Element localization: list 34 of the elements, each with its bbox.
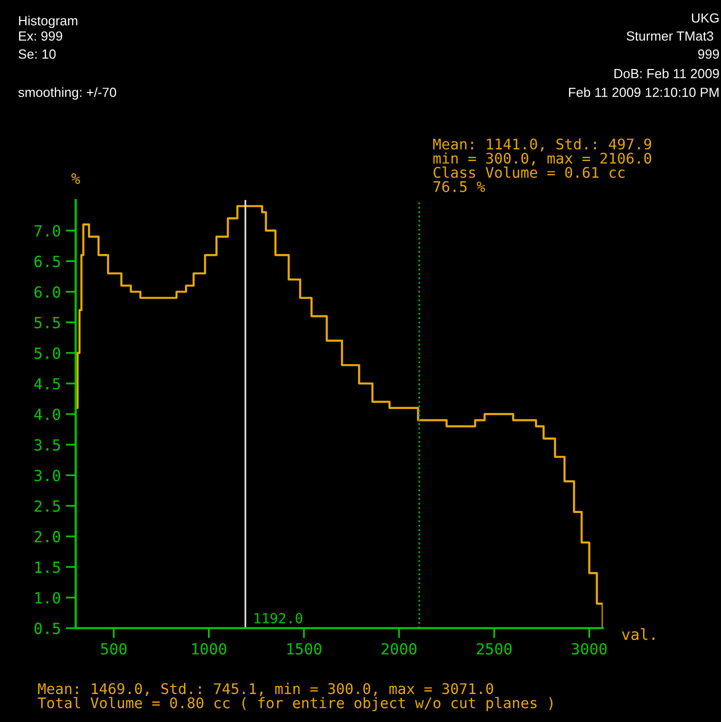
x-tick-label: 1000 [192, 643, 226, 655]
chart-title: Histogram [19, 16, 78, 28]
x-tick-label: 3000 [572, 643, 607, 655]
x-tick-label: 1500 [287, 643, 322, 655]
y-tick-label: 3.5 [34, 439, 60, 451]
y-axis-title: % [71, 173, 80, 184]
text: Ex: 999 [19, 31, 62, 41]
x-tick-label: 2500 [476, 643, 512, 655]
text: Mean: 1469.0, Std.: 745.1, min = 300.0, max = 3071.0 Total Volume = 0.80 cc ( for entire object w/o cut planes ) [38, 682, 552, 712]
text: Sturmer TMat3 [626, 31, 714, 41]
ref-line-label: 1192.0 [254, 612, 302, 624]
text: Se: 10 [18, 49, 56, 59]
y-tick-label: 0.5 [34, 622, 60, 634]
x-tick-label: 500 [101, 643, 127, 655]
x-axis-title: val. [622, 628, 654, 640]
y-tick-label: 1.0 [35, 592, 60, 604]
text: UKG [692, 13, 719, 23]
y-tick-label: 2.0 [34, 530, 60, 542]
y-tick-label: 6.5 [34, 256, 60, 268]
y-tick-label: 1.5 [35, 562, 60, 574]
y-tick-label: 3.0 [34, 470, 60, 482]
text: 999 [698, 49, 719, 59]
y-tick-label: 2.5 [34, 500, 60, 512]
text: Feb 11 2009 12:10:10 PM [569, 87, 718, 98]
y-tick-label: 6.0 [34, 286, 60, 298]
y-tick-label: 5.0 [34, 347, 60, 359]
y-tick-label: 4.0 [34, 408, 60, 420]
y-tick-label: 4.5 [34, 378, 60, 390]
text: smoothing: +/-70 [18, 87, 116, 100]
text: Mean: 1141.0, Std.: 497.9 min = 300.0, max = 2106.0 Class Volume = 0.61 cc 76.5 % [433, 138, 652, 192]
text: DoB: Feb 11 2009 [614, 68, 719, 78]
y-tick-label: 5.5 [34, 317, 60, 328]
y-tick-label: 7.0 [34, 225, 60, 237]
x-tick-label: 2000 [382, 643, 416, 655]
